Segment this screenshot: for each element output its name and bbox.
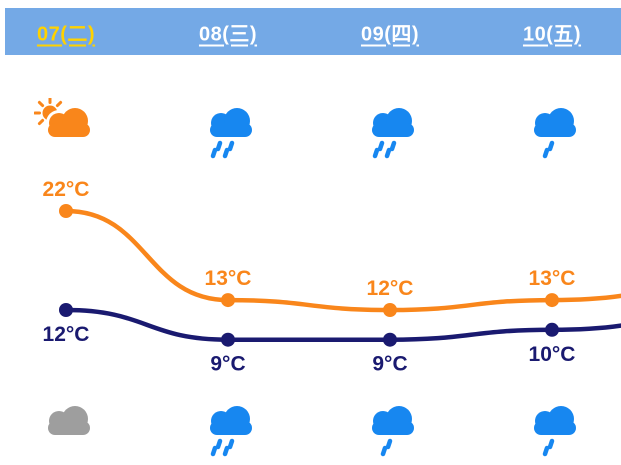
day-tab-4[interactable]: 10(五) xyxy=(522,23,582,45)
light-rain-icon xyxy=(372,406,414,457)
high-temp-label: 12°C xyxy=(367,277,414,300)
day-tab-2[interactable]: 08(三) xyxy=(198,23,258,45)
day-tab-3[interactable]: 09(四) xyxy=(360,23,420,45)
low-temp-label: 9°C xyxy=(372,353,407,376)
high-temp-label: 22°C xyxy=(43,178,90,201)
temperature-chart: 22°C 13°C 12°C 13°C 12°C 9°C 9°C 10°C xyxy=(0,170,621,385)
high-temp-point xyxy=(383,303,397,317)
low-temp-point xyxy=(59,303,73,317)
low-temp-label: 9°C xyxy=(210,353,245,376)
night-weather-icon-1 xyxy=(34,396,98,458)
rain-icon xyxy=(210,406,252,457)
low-temp-label: 10°C xyxy=(529,343,576,366)
rain-icon xyxy=(372,108,414,159)
high-temp-point xyxy=(221,293,235,308)
light-rain-icon xyxy=(534,406,576,457)
low-temp-line xyxy=(63,307,621,342)
low-temp-point xyxy=(383,332,397,347)
night-weather-icon-4 xyxy=(520,396,584,458)
forecast-header-bar: 07(二) 08(三) 09(四) 10(五) xyxy=(5,8,621,55)
low-temp-label: 12°C xyxy=(43,323,90,346)
high-temp-line xyxy=(63,208,621,313)
light-rain-icon xyxy=(534,108,576,159)
day-weather-icon-2 xyxy=(196,98,260,160)
night-weather-icon-3 xyxy=(358,396,422,458)
high-temp-label: 13°C xyxy=(529,267,576,290)
high-temp-label: 13°C xyxy=(205,267,252,290)
low-temp-point xyxy=(545,322,559,337)
high-temp-point xyxy=(59,204,73,218)
sun-cloud-icon xyxy=(34,98,93,138)
cloud-icon xyxy=(48,406,90,435)
day-tab-1[interactable]: 07(二) xyxy=(36,23,96,45)
day-weather-icon-3 xyxy=(358,98,422,160)
day-weather-icon-4 xyxy=(520,98,584,160)
low-temp-point xyxy=(221,332,235,347)
rain-icon xyxy=(210,108,252,159)
night-weather-icon-2 xyxy=(196,396,260,458)
day-weather-icon-1 xyxy=(34,98,98,160)
high-temp-point xyxy=(545,293,559,308)
